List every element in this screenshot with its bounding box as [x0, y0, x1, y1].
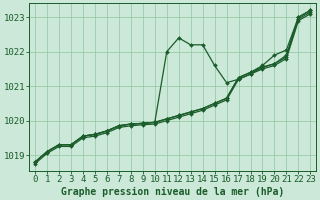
X-axis label: Graphe pression niveau de la mer (hPa): Graphe pression niveau de la mer (hPa)	[61, 186, 284, 197]
